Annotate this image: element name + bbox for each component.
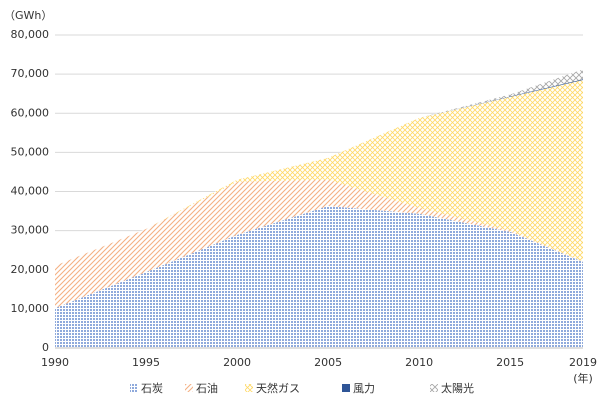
x-tick-label: 2019: [569, 356, 597, 369]
legend-swatch: [130, 384, 138, 392]
legend-label: 風力: [353, 382, 375, 395]
area: [55, 179, 583, 309]
y-tick-label: 60,000: [11, 106, 50, 119]
y-tick-label: 20,000: [11, 263, 50, 276]
legend-swatch: [185, 384, 193, 392]
area: [55, 205, 583, 348]
x-tick-label: 2000: [223, 356, 251, 369]
area: [55, 69, 583, 266]
y-tick-label: 80,000: [11, 28, 50, 41]
y-tick-label: 10,000: [11, 302, 50, 315]
legend-label: 石油: [196, 381, 218, 395]
y-tick-label: 50,000: [11, 145, 50, 158]
x-tick-label: 1990: [41, 356, 69, 369]
y-tick-label: 0: [42, 341, 49, 354]
x-tick-label: 1995: [132, 356, 160, 369]
y-unit: （GWh）: [4, 9, 52, 22]
legend-swatch: [342, 384, 350, 392]
y-tick-label: 30,000: [11, 224, 50, 237]
x-unit: (年): [573, 371, 593, 385]
legend-swatch: [245, 384, 253, 392]
x-tick-label: 2010: [405, 356, 433, 369]
legend-swatch: [430, 384, 438, 392]
legend-label: 石炭: [141, 382, 163, 395]
legend-label: 太陽光: [441, 381, 474, 395]
x-tick-label: 2005: [314, 356, 342, 369]
area: [55, 79, 583, 266]
y-tick-label: 70,000: [11, 67, 50, 80]
legend-label: 天然ガス: [256, 381, 300, 395]
x-tick-label: 2015: [496, 356, 524, 369]
y-tick-label: 40,000: [11, 185, 50, 198]
